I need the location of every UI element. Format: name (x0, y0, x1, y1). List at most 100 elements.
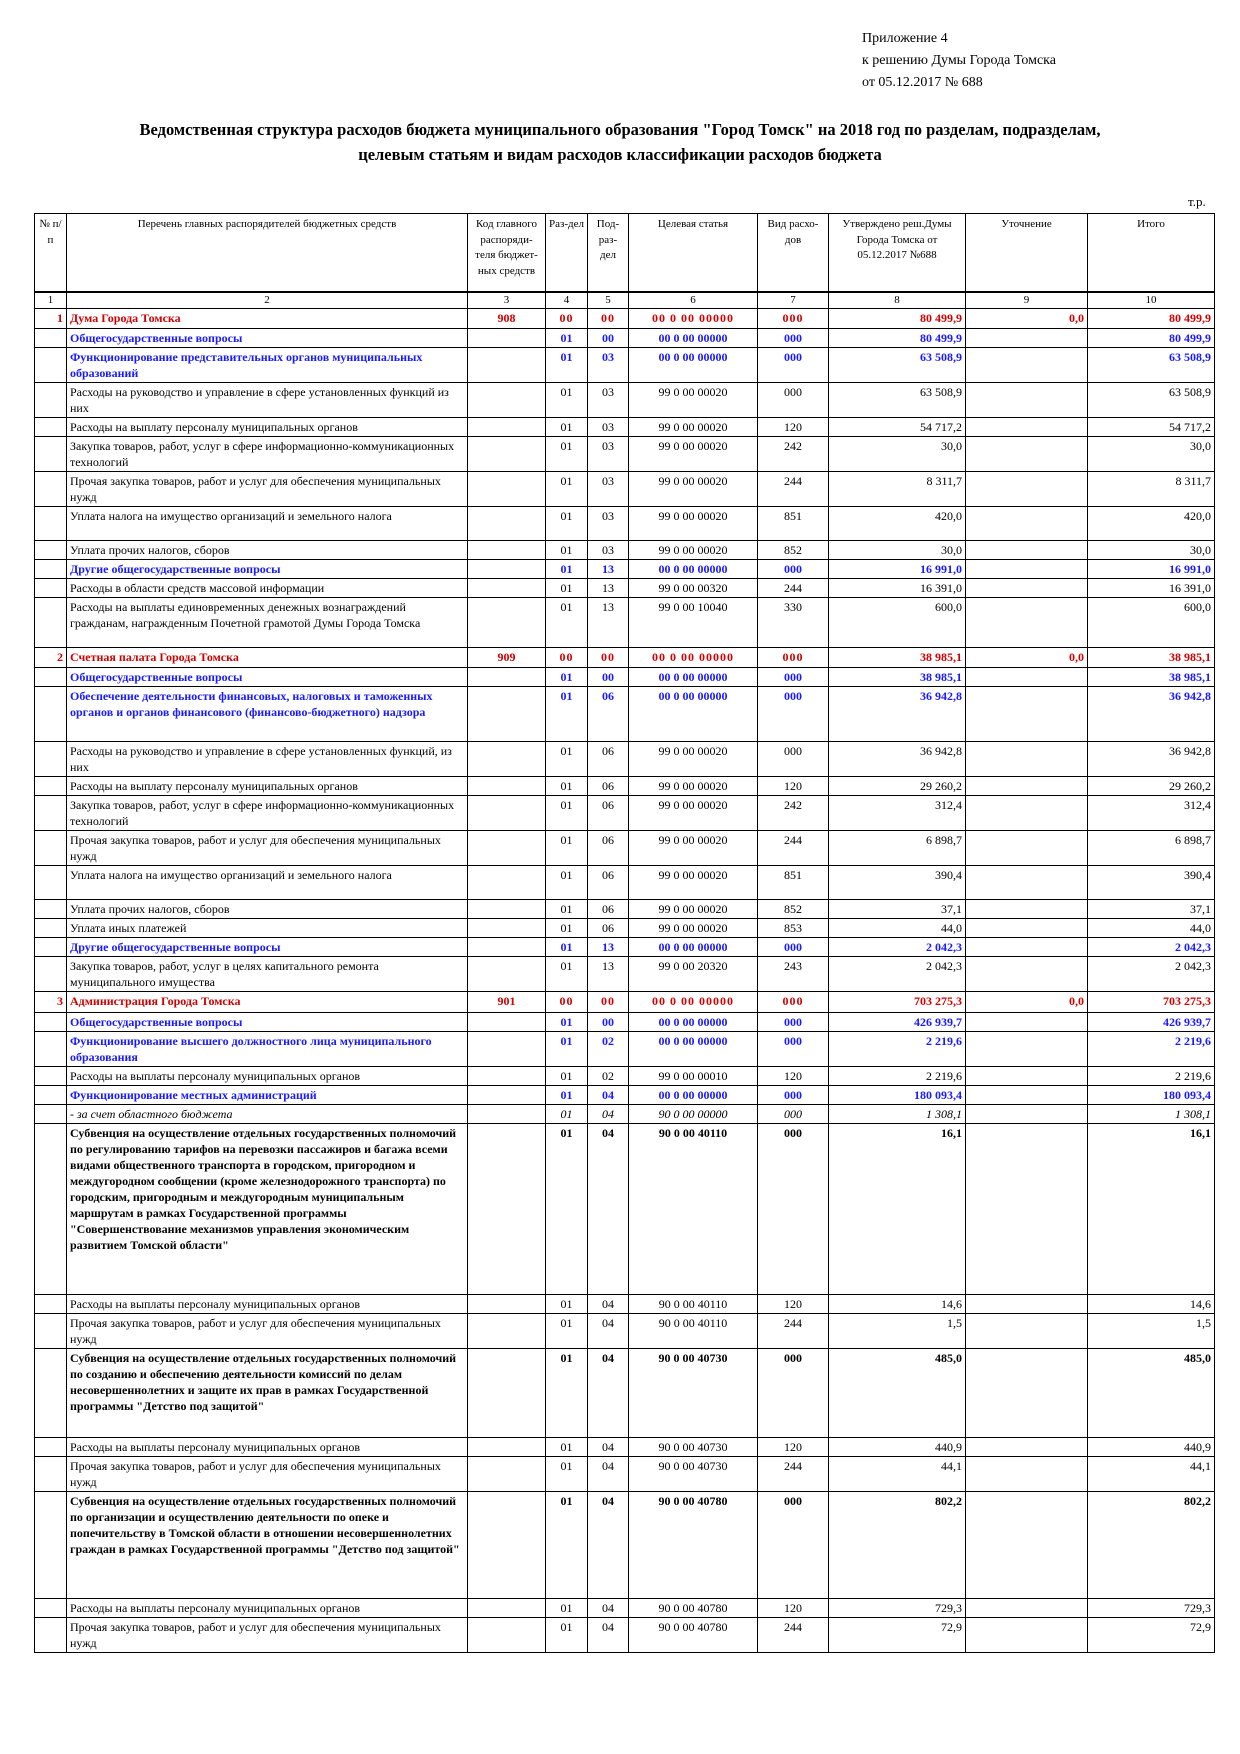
total-amount-cell: 63 508,9 (1087, 346, 1215, 383)
target-article-cell: 00 0 00 00000 (628, 307, 758, 329)
total-amount-cell: 38 985,1 (1087, 646, 1215, 668)
expense-type-cell: 000 (757, 666, 829, 687)
target-article-cell: 90 0 00 40730 (628, 1347, 758, 1438)
adjustment-amount-cell (965, 864, 1088, 900)
admin-code-cell (467, 898, 546, 919)
subsection-code-cell: 06 (587, 775, 629, 796)
approved-amount-cell: 63 508,9 (828, 381, 966, 418)
adjustment-amount-cell (965, 435, 1088, 472)
section-code-cell: 00 (545, 646, 588, 668)
admin-code-cell (467, 864, 546, 900)
total-amount-cell: 54 717,2 (1087, 416, 1215, 437)
subsection-code-cell: 13 (587, 577, 629, 598)
section-code-cell: 00 (545, 307, 588, 329)
total-amount-cell: 420,0 (1087, 505, 1215, 541)
table-row: Общегосударственные вопросы 01 00 00 0 00 0… (34, 1011, 1215, 1032)
approved-amount-cell: 390,4 (828, 864, 966, 900)
expense-type-cell: 000 (757, 1084, 829, 1105)
expense-type-cell: 244 (757, 1455, 829, 1492)
subsection-code-cell: 06 (587, 740, 629, 777)
approved-amount-cell: 312,4 (828, 794, 966, 831)
expense-name-cell: Прочая закупка товаров, работ и услуг дл… (66, 829, 468, 866)
target-article-cell: 99 0 00 00020 (628, 829, 758, 866)
section-code-cell: 01 (545, 539, 588, 560)
approved-amount-cell: 44,1 (828, 1455, 966, 1492)
adjustment-amount-cell (965, 1436, 1088, 1457)
target-article-cell: 99 0 00 00020 (628, 898, 758, 919)
admin-code-cell (467, 1597, 546, 1618)
expense-type-cell: 000 (757, 1122, 829, 1295)
subsection-code-cell: 04 (587, 1490, 629, 1599)
expense-name-cell: Счетная палата Города Томска (66, 646, 468, 668)
table-row: Расходы в области средств массовой инфор… (34, 577, 1215, 598)
section-code-cell: 01 (545, 435, 588, 472)
total-amount-cell: 36 942,8 (1087, 685, 1215, 742)
approved-amount-cell: 16,1 (828, 1122, 966, 1295)
total-amount-cell: 80 499,9 (1087, 307, 1215, 329)
table-row: Функционирование представительных органо… (34, 346, 1215, 383)
expense-type-cell: 120 (757, 416, 829, 437)
adjustment-amount-cell (965, 898, 1088, 919)
expense-type-cell: 000 (757, 346, 829, 383)
expense-name-cell: Субвенция на осуществление отдельных гос… (66, 1122, 468, 1295)
target-article-cell: 00 0 00 00000 (628, 685, 758, 742)
target-article-cell: 99 0 00 00020 (628, 381, 758, 418)
admin-code-cell (467, 1312, 546, 1349)
header-num: № п/п (34, 213, 67, 292)
subsection-code-cell: 03 (587, 505, 629, 541)
adjustment-amount-cell (965, 596, 1088, 648)
expense-name-cell: Прочая закупка товаров, работ и услуг дл… (66, 1455, 468, 1492)
document-title-line-1: Ведомственная структура расходов бюджета… (139, 120, 1101, 139)
row-number-cell (34, 1455, 67, 1492)
subsection-code-cell: 00 (587, 646, 629, 668)
subsection-code-cell: 03 (587, 470, 629, 507)
subsection-code-cell: 06 (587, 685, 629, 742)
expense-type-cell: 000 (757, 1490, 829, 1599)
adjustment-amount-cell (965, 1011, 1088, 1032)
expense-type-cell: 000 (757, 307, 829, 329)
row-number-cell (34, 740, 67, 777)
expense-type-cell: 000 (757, 1011, 829, 1032)
subsection-code-cell: 02 (587, 1065, 629, 1086)
expense-name-cell: Субвенция на осуществление отдельных гос… (66, 1347, 468, 1438)
expense-type-cell: 120 (757, 1293, 829, 1314)
total-amount-cell: 36 942,8 (1087, 740, 1215, 777)
expense-name-cell: - за счет областного бюджета (66, 1103, 468, 1124)
total-amount-cell: 2 219,6 (1087, 1030, 1215, 1067)
approved-amount-cell: 1,5 (828, 1312, 966, 1349)
expense-type-cell: 000 (757, 990, 829, 1013)
admin-code-cell: 908 (467, 307, 546, 329)
total-amount-cell: 16 391,0 (1087, 577, 1215, 598)
expense-name-cell: Уплата налога на имущество организаций и… (66, 864, 468, 900)
section-code-cell: 01 (545, 416, 588, 437)
adjustment-amount-cell (965, 1103, 1088, 1124)
row-number-cell (34, 327, 67, 348)
subsection-code-cell: 06 (587, 794, 629, 831)
subsection-code-cell: 00 (587, 666, 629, 687)
expense-type-cell: 242 (757, 794, 829, 831)
adjustment-amount-cell (965, 1490, 1088, 1599)
table-row: Закупка товаров, работ, услуг в сфере ин… (34, 435, 1215, 472)
subsection-code-cell: 03 (587, 539, 629, 560)
section-code-cell: 01 (545, 740, 588, 777)
subsection-code-cell: 13 (587, 596, 629, 648)
total-amount-cell: 729,3 (1087, 1597, 1215, 1618)
section-code-cell: 01 (545, 917, 588, 938)
admin-code-cell (467, 416, 546, 437)
expense-name-cell: Дума Города Томска (66, 307, 468, 329)
expense-type-cell: 852 (757, 539, 829, 560)
table-row: Расходы на выплату персоналу муниципальн… (34, 775, 1215, 796)
adjustment-amount-cell (965, 558, 1088, 579)
total-amount-cell: 600,0 (1087, 596, 1215, 648)
expense-name-cell: Другие общегосударственные вопросы (66, 558, 468, 579)
admin-code-cell (467, 327, 546, 348)
admin-code-cell (467, 1011, 546, 1032)
row-number-cell (34, 470, 67, 507)
section-code-cell: 01 (545, 1293, 588, 1314)
subsection-code-cell: 04 (587, 1122, 629, 1295)
admin-code-cell (467, 955, 546, 992)
adjustment-amount-cell (965, 1312, 1088, 1349)
subsection-code-cell: 04 (587, 1616, 629, 1653)
table-row: Закупка товаров, работ, услуг в целях ка… (34, 955, 1215, 992)
document-title-line-2: целевым статьям и видам расходов классиф… (358, 145, 882, 164)
